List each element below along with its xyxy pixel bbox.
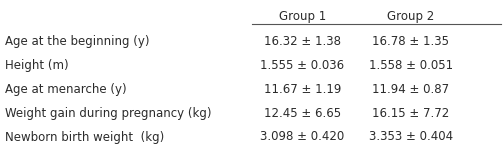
Text: Group 1: Group 1 [279,10,326,23]
Text: Weight gain during pregnancy (kg): Weight gain during pregnancy (kg) [5,107,212,120]
Text: Age at the beginning (y): Age at the beginning (y) [5,35,150,48]
Text: 3.098 ± 0.420: 3.098 ± 0.420 [260,130,345,144]
Text: Newborn birth weight  (kg): Newborn birth weight (kg) [5,130,164,144]
Text: Height (m): Height (m) [5,59,69,72]
Text: Group 2: Group 2 [387,10,434,23]
Text: 16.32 ± 1.38: 16.32 ± 1.38 [264,35,341,48]
Text: 16.15 ± 7.72: 16.15 ± 7.72 [372,107,450,120]
Text: 12.45 ± 6.65: 12.45 ± 6.65 [264,107,341,120]
Text: 3.353 ± 0.404: 3.353 ± 0.404 [369,130,453,144]
Text: 16.78 ± 1.35: 16.78 ± 1.35 [372,35,449,48]
Text: 11.67 ± 1.19: 11.67 ± 1.19 [264,83,341,96]
Text: Age at menarche (y): Age at menarche (y) [5,83,127,96]
Text: 11.94 ± 0.87: 11.94 ± 0.87 [372,83,450,96]
Text: 1.558 ± 0.051: 1.558 ± 0.051 [369,59,453,72]
Text: 1.555 ± 0.036: 1.555 ± 0.036 [261,59,344,72]
